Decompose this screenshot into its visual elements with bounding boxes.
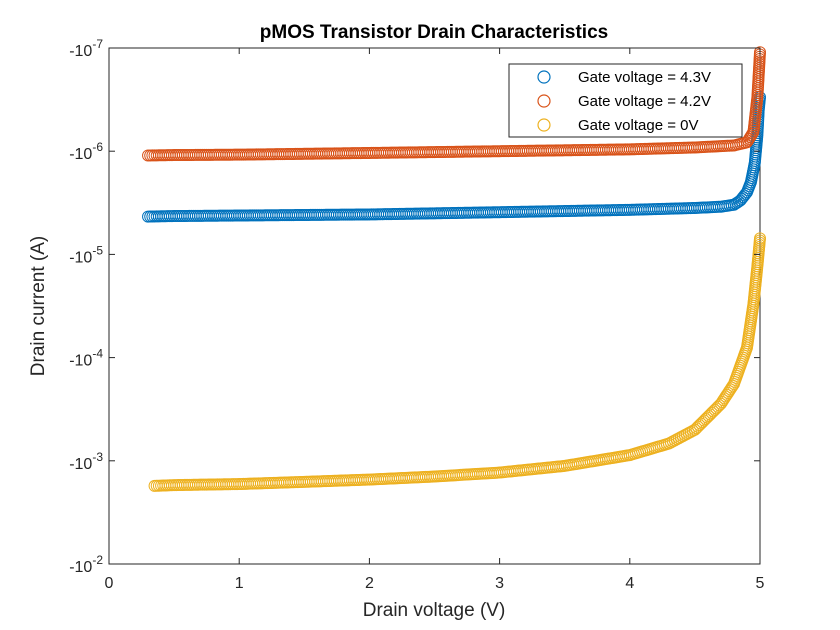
data-point [739,187,752,200]
y-tick-label: -10-7 [69,37,103,60]
y-tick-label: -10-3 [69,450,103,473]
series-2-markers [148,232,766,492]
x-tick-label: 5 [756,575,765,592]
x-tick-label: 3 [495,575,504,592]
y-tick-label: -10-4 [69,347,103,370]
y-axis-label: Drain current (A) [28,236,49,376]
data-point [695,417,708,430]
x-tick-label: 0 [105,575,114,592]
legend-label-gate-0v: Gate voltage = 0V [578,117,699,134]
legend-box [508,63,743,138]
x-tick-label: 2 [365,575,374,592]
data-point [696,416,709,429]
legend: Gate voltage = 4.3V Gate voltage = 4.2V … [508,63,743,138]
legend-label-gate-4-3v: Gate voltage = 4.3V [578,69,711,86]
data-point [754,232,766,245]
data-point [693,419,706,432]
chart-title: pMOS Transistor Drain Characteristics [260,22,608,43]
y-tick-label: -10-5 [69,243,103,266]
y-tick-label: -10-6 [69,140,103,163]
x-tick-label: 4 [625,575,634,592]
data-point [707,405,720,418]
data-point [701,411,714,424]
x-tick-label: 1 [235,575,244,592]
data-point [691,420,704,433]
data-point [705,406,718,419]
data-point [754,46,766,59]
data-point [690,422,703,435]
ticks-layer: 0 1 2 3 4 5 -10-7 -10-6 -10-5 -10-4 -10-3 -10-2 [69,37,764,592]
data-point [688,423,701,436]
x-axis-label: Drain voltage (V) [363,600,506,621]
data-point [699,413,712,426]
data-point [708,403,721,416]
legend-marker-gate-4-2v [537,94,551,108]
markers-layer [142,46,766,492]
legend-label-gate-4-2v: Gate voltage = 4.2V [578,93,711,110]
y-tick-label: -10-2 [69,553,103,576]
data-point [698,414,711,427]
legend-marker-gate-4-3v [537,70,551,84]
legend-marker-gate-0v [537,118,551,132]
series-1-markers [142,46,766,162]
data-point [702,409,715,422]
data-point [725,381,738,394]
data-point [704,408,717,421]
